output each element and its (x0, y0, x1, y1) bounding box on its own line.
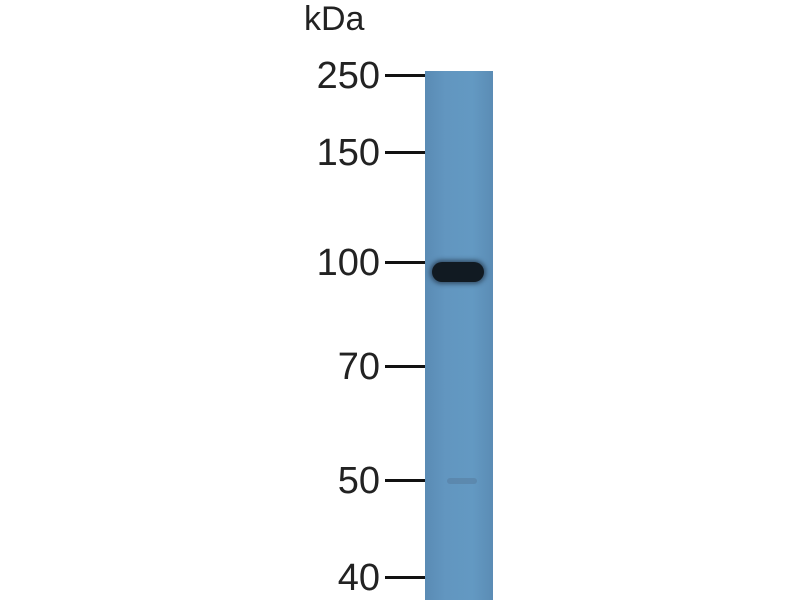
marker-tick (385, 479, 425, 482)
blot-lane (425, 71, 493, 600)
marker-tick (385, 151, 425, 154)
protein-band (432, 261, 484, 282)
marker-label: 100 (316, 242, 380, 284)
marker-tick (385, 365, 425, 368)
marker-label: 150 (316, 132, 380, 174)
marker-tick (385, 74, 425, 77)
marker-label: 50 (337, 460, 380, 502)
marker-tick (385, 576, 425, 579)
unit-label: kDa (304, 0, 365, 38)
marker-label: 250 (316, 55, 380, 97)
faint-band (447, 478, 477, 484)
marker-label: 70 (337, 346, 380, 388)
marker-label: 40 (337, 557, 380, 599)
marker-tick (385, 261, 425, 264)
